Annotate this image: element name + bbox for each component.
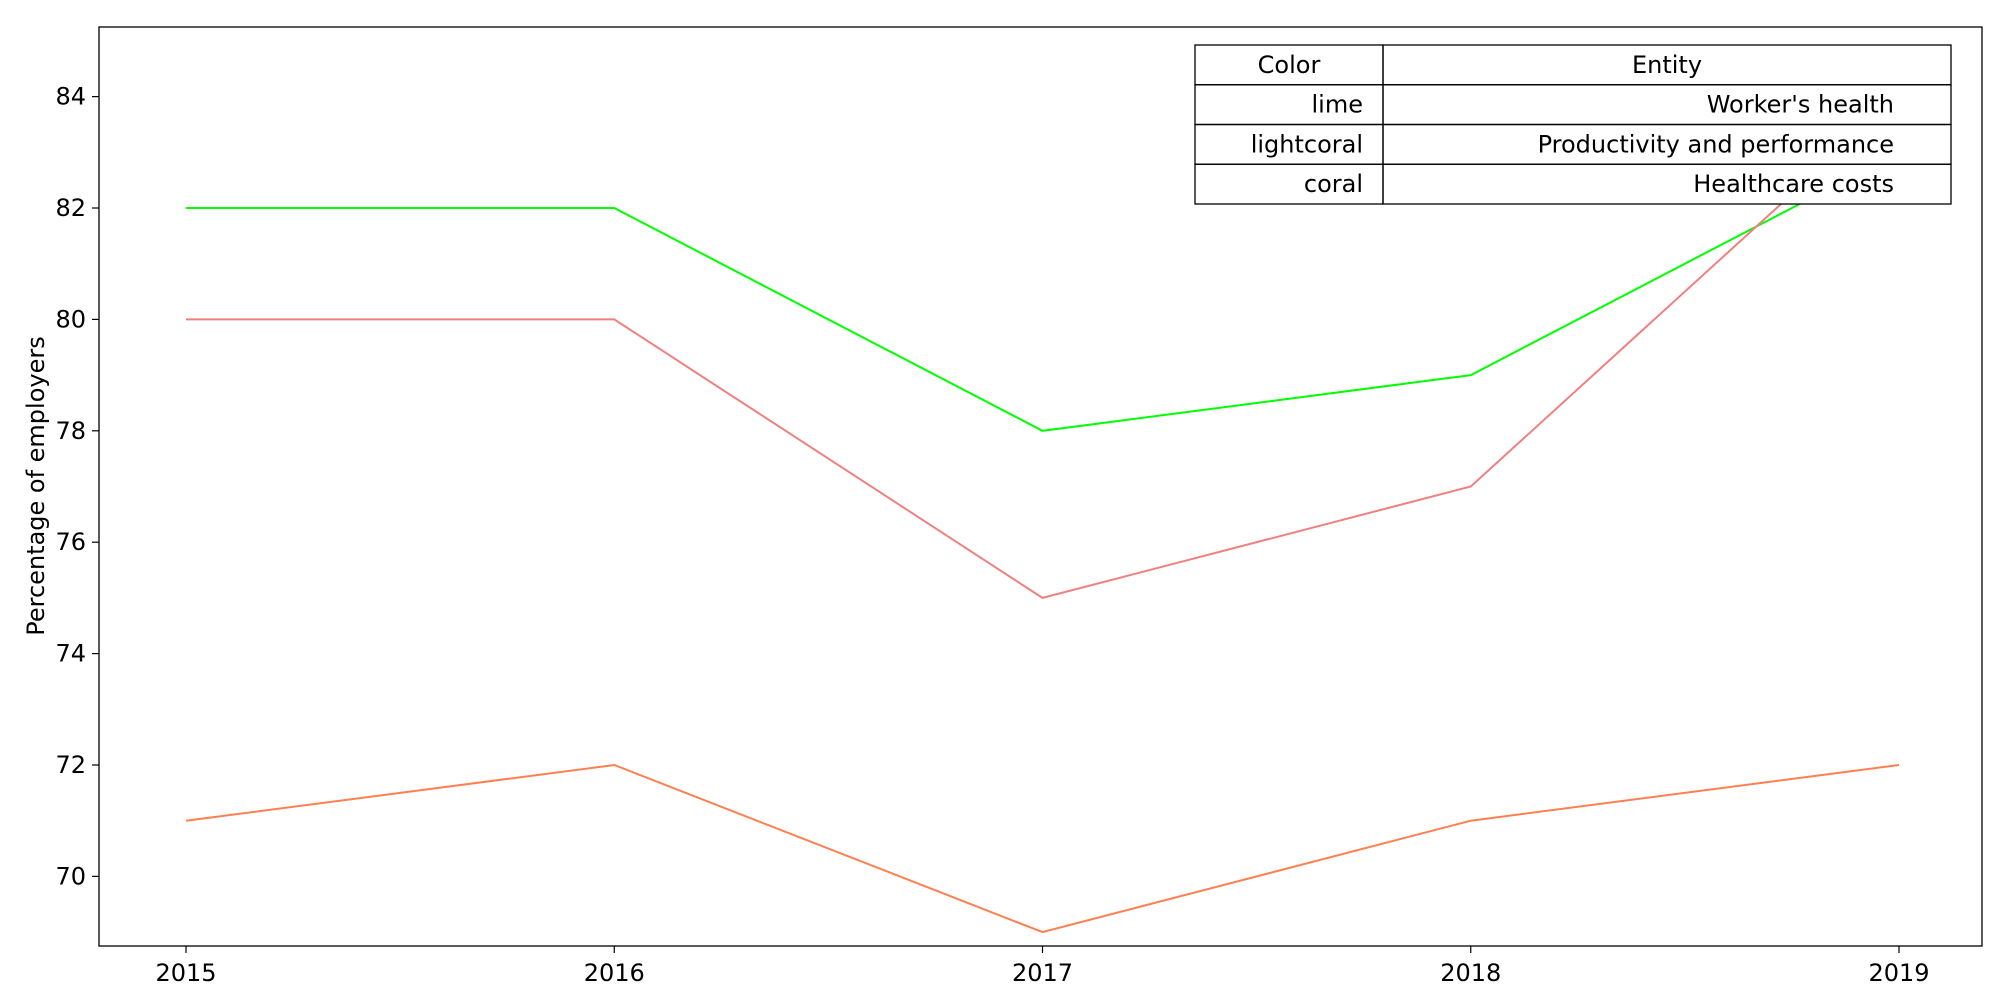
y-tick-label: 72	[55, 751, 86, 779]
legend-entity-name: Productivity and performance	[1538, 130, 1894, 158]
x-tick-label: 2018	[1440, 959, 1501, 987]
y-tick-label: 70	[55, 862, 86, 890]
y-tick-label: 78	[55, 417, 86, 445]
series-line-2	[186, 95, 1900, 599]
legend-table-header: Entity	[1632, 51, 1702, 79]
series-line-3	[185, 763, 1900, 934]
plot-area-frame	[98, 26, 1983, 947]
x-tick-label: 2016	[584, 959, 645, 987]
legend-color-name: lime	[1312, 91, 1363, 119]
x-tick-label: 2015	[155, 959, 216, 987]
y-tick-label: 82	[55, 194, 86, 222]
y-axis: 70 72 74 76 78 80 82 84	[55, 83, 99, 890]
legend-table-header: Color	[1258, 51, 1321, 79]
legend-entity-name: Worker's health	[1707, 91, 1894, 119]
y-axis-label: Percentage of employers	[22, 336, 50, 635]
series-layer	[185, 95, 1900, 934]
legend-color-name: coral	[1304, 170, 1363, 198]
y-tick-label: 80	[55, 305, 86, 333]
legend-table: Color Entity lime Worker's health lightcoral…	[1194, 44, 1952, 205]
y-tick-label: 76	[55, 528, 86, 556]
x-axis: 2015 2016 2017 2018 2019	[155, 946, 1930, 987]
y-tick-label: 74	[55, 640, 86, 668]
legend-table-cell	[1382, 163, 1952, 205]
x-tick-label: 2017	[1012, 959, 1073, 987]
legend-color-name: lightcoral	[1251, 130, 1363, 158]
legend-entity-name: Healthcare costs	[1693, 170, 1894, 198]
x-tick-label: 2019	[1868, 959, 1929, 987]
series-line-1	[186, 151, 1900, 432]
y-tick-label: 84	[55, 83, 86, 111]
